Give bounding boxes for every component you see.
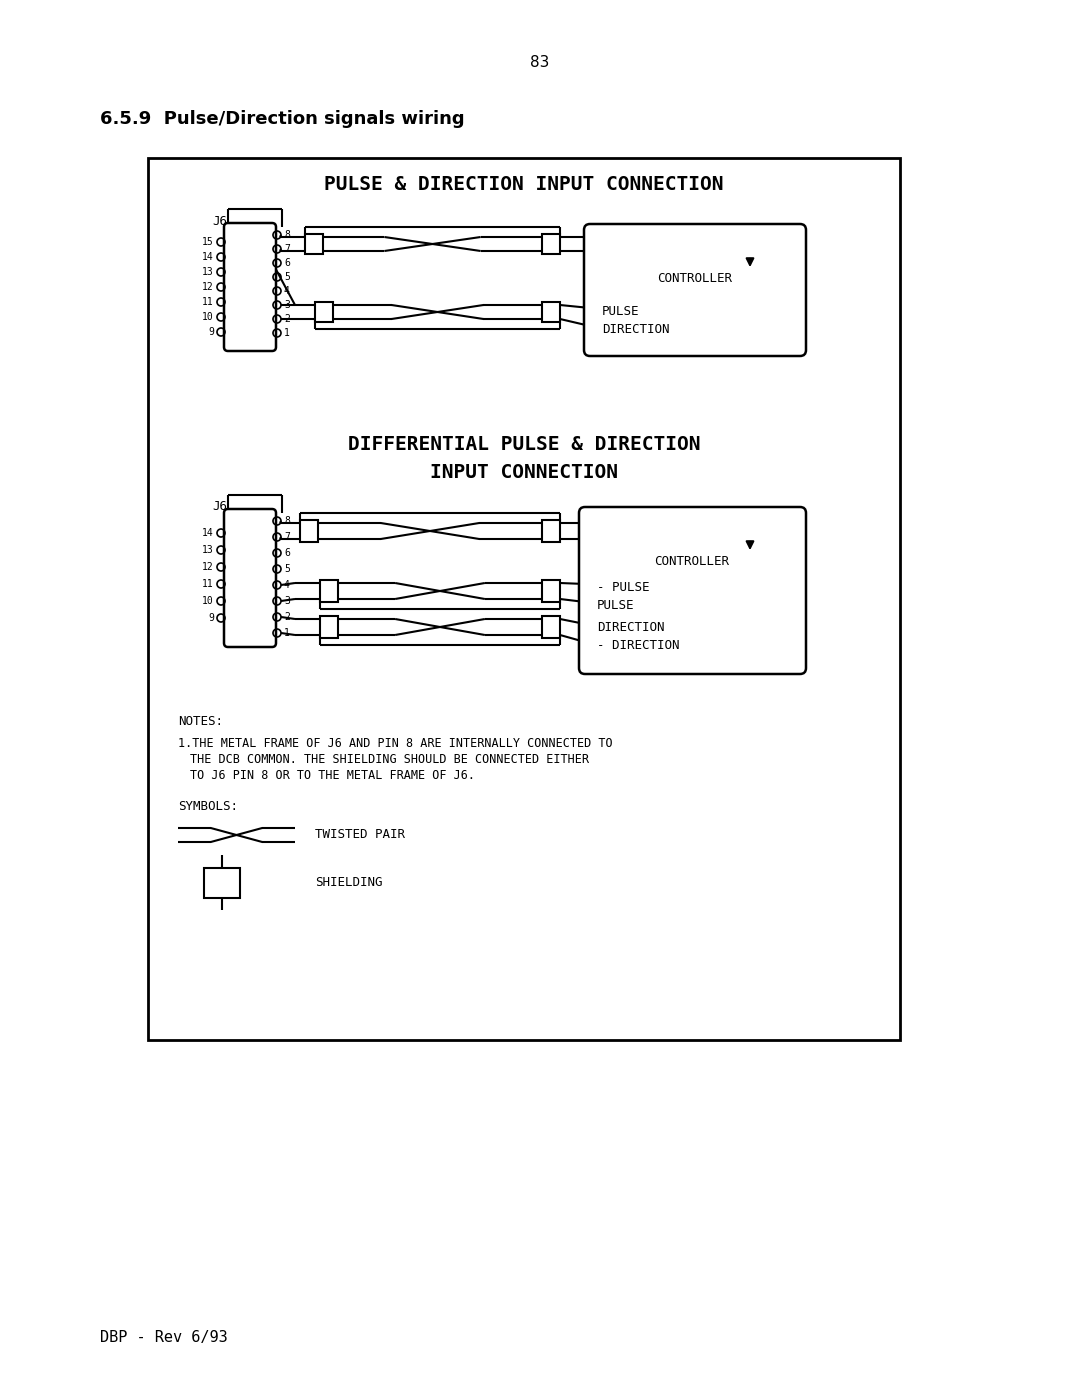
Text: 9: 9 [208, 613, 214, 623]
Text: 6.5.9  Pulse/Direction signals wiring: 6.5.9 Pulse/Direction signals wiring [100, 110, 464, 129]
Text: 7: 7 [284, 244, 289, 254]
Text: 3: 3 [284, 597, 289, 606]
FancyBboxPatch shape [224, 509, 276, 647]
Text: 9: 9 [208, 327, 214, 337]
Text: PULSE: PULSE [602, 305, 639, 319]
FancyBboxPatch shape [224, 224, 276, 351]
Text: 1: 1 [284, 328, 289, 338]
Text: PULSE & DIRECTION INPUT CONNECTION: PULSE & DIRECTION INPUT CONNECTION [324, 175, 724, 194]
Bar [300, 520, 318, 542]
Bar [542, 616, 561, 638]
Bar [204, 868, 240, 898]
Text: 1.THE METAL FRAME OF J6 AND PIN 8 ARE INTERNALLY CONNECTED TO: 1.THE METAL FRAME OF J6 AND PIN 8 ARE IN… [178, 738, 612, 750]
Text: 11: 11 [202, 298, 214, 307]
Text: PULSE: PULSE [597, 599, 635, 612]
Text: 4: 4 [284, 286, 289, 296]
Text: 8: 8 [284, 515, 289, 527]
Text: 10: 10 [202, 312, 214, 321]
Text: 5: 5 [284, 564, 289, 574]
Text: 7: 7 [284, 532, 289, 542]
Text: DIFFERENTIAL PULSE & DIRECTION: DIFFERENTIAL PULSE & DIRECTION [348, 434, 700, 454]
Text: 2: 2 [284, 612, 289, 622]
Bar [148, 158, 900, 1039]
Text: CONTROLLER: CONTROLLER [658, 272, 732, 285]
Text: SHIELDING: SHIELDING [315, 876, 382, 890]
Bar [542, 235, 561, 254]
FancyBboxPatch shape [584, 224, 806, 356]
Text: DIRECTION: DIRECTION [602, 323, 670, 337]
Text: 2: 2 [284, 314, 289, 324]
Text: 4: 4 [284, 580, 289, 590]
Text: SYMBOLS:: SYMBOLS: [178, 800, 238, 813]
Text: 14: 14 [202, 251, 214, 263]
Text: - PULSE: - PULSE [597, 581, 649, 594]
Text: THE DCB COMMON. THE SHIELDING SHOULD BE CONNECTED EITHER: THE DCB COMMON. THE SHIELDING SHOULD BE … [190, 753, 589, 766]
Bar [320, 616, 338, 638]
FancyBboxPatch shape [579, 507, 806, 673]
Text: TWISTED PAIR: TWISTED PAIR [315, 828, 405, 841]
Bar [305, 235, 323, 254]
Text: 6: 6 [284, 548, 289, 557]
Text: 12: 12 [202, 282, 214, 292]
Text: 3: 3 [284, 300, 289, 310]
Text: 13: 13 [202, 267, 214, 277]
Text: 6: 6 [284, 258, 289, 268]
Text: 13: 13 [202, 545, 214, 555]
Text: INPUT CONNECTION: INPUT CONNECTION [430, 462, 618, 482]
Text: 8: 8 [284, 231, 289, 240]
Text: TO J6 PIN 8 OR TO THE METAL FRAME OF J6.: TO J6 PIN 8 OR TO THE METAL FRAME OF J6. [190, 768, 475, 782]
Text: 5: 5 [284, 272, 289, 282]
Text: 10: 10 [202, 597, 214, 606]
Text: 11: 11 [202, 578, 214, 590]
Text: - DIRECTION: - DIRECTION [597, 638, 679, 652]
Bar [542, 580, 561, 602]
Text: 12: 12 [202, 562, 214, 571]
Text: NOTES:: NOTES: [178, 715, 222, 728]
Text: 15: 15 [202, 237, 214, 247]
Text: J6: J6 [212, 215, 227, 228]
Bar [315, 302, 333, 321]
Bar [590, 231, 800, 351]
Text: DIRECTION: DIRECTION [597, 622, 664, 634]
Text: J6: J6 [212, 500, 227, 513]
Text: DBP - Rev 6/93: DBP - Rev 6/93 [100, 1330, 228, 1345]
Bar [542, 302, 561, 321]
Text: 1: 1 [284, 629, 289, 638]
Text: 83: 83 [530, 54, 550, 70]
Bar [542, 520, 561, 542]
Bar [320, 580, 338, 602]
Text: CONTROLLER: CONTROLLER [654, 555, 729, 569]
Text: 14: 14 [202, 528, 214, 538]
